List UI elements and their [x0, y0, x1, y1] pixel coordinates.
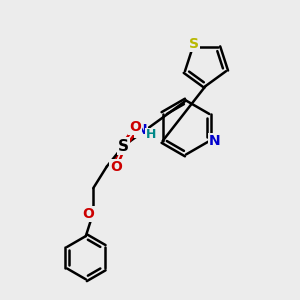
Text: O: O: [110, 160, 122, 174]
Text: S: S: [118, 139, 129, 154]
Text: O: O: [129, 120, 141, 134]
Text: N: N: [136, 123, 147, 137]
Text: S: S: [189, 37, 199, 51]
Text: H: H: [146, 128, 157, 142]
Text: O: O: [82, 207, 94, 221]
Text: N: N: [209, 134, 220, 148]
